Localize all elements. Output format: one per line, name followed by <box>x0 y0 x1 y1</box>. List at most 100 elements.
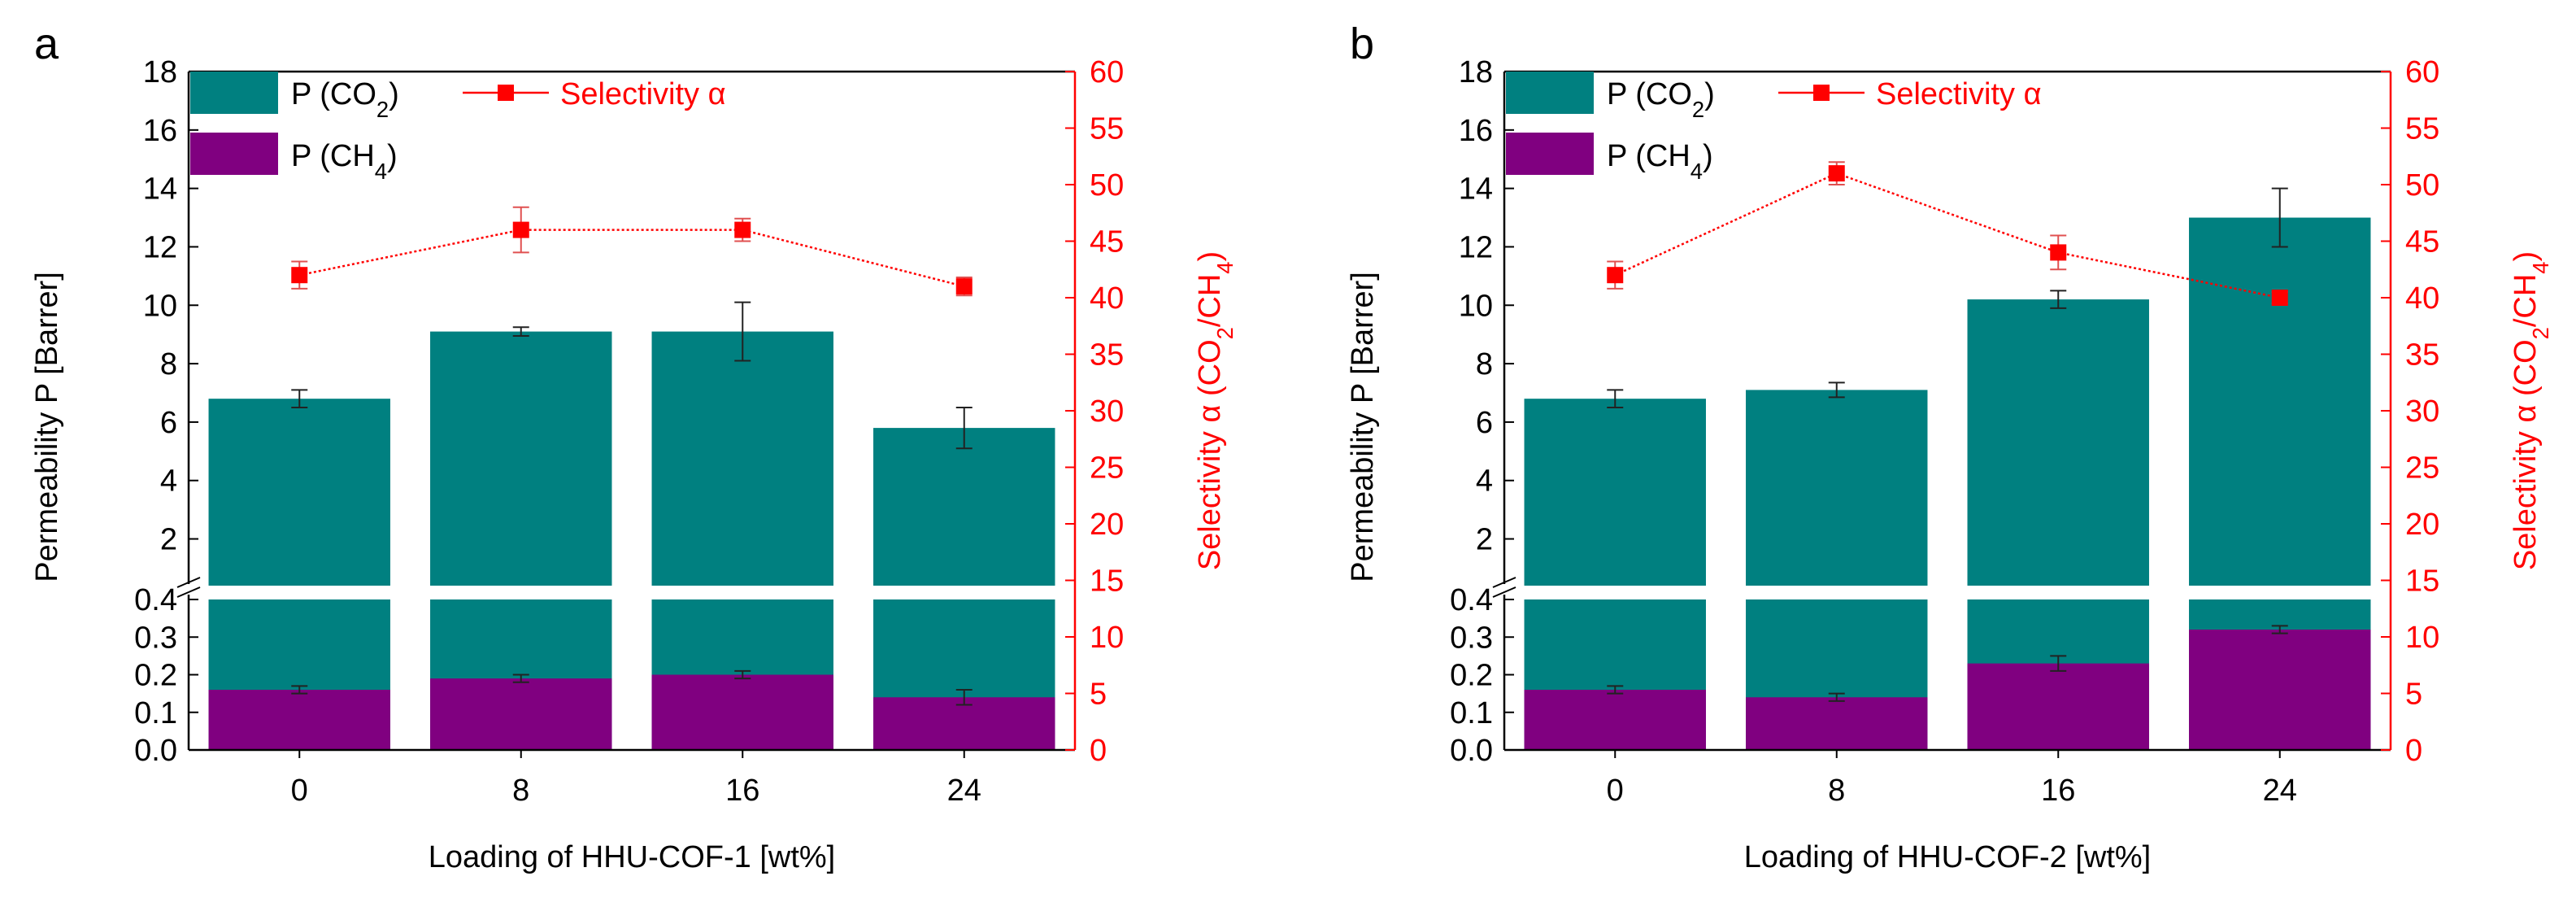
legend-label-selectivity: Selectivity α <box>1876 77 2042 111</box>
axis-break-gap <box>189 586 1074 599</box>
y2-tick-label: 30 <box>2405 395 2439 429</box>
y2-tick-label: 10 <box>2405 621 2439 655</box>
bar-ch4 <box>430 678 612 750</box>
y2-tick-label: 50 <box>1090 168 1124 203</box>
x-tick-label: 0 <box>291 774 308 808</box>
bar-co2-upper <box>651 331 833 586</box>
y2-tick-label: 60 <box>2405 55 2439 89</box>
axis-break-mark <box>1492 577 1516 588</box>
y-tick-label: 0.4 <box>134 583 177 617</box>
y-tick-label: 2 <box>160 523 177 557</box>
legend-swatch-co2 <box>1506 72 1594 114</box>
axis-break-mark <box>176 586 201 598</box>
y2-tick-label: 20 <box>2405 508 2439 542</box>
y2-tick-label: 35 <box>2405 338 2439 373</box>
axis-break-gap <box>1505 586 2390 599</box>
y2-tick-label: 45 <box>1090 225 1124 259</box>
y2-tick-label: 30 <box>1090 395 1124 429</box>
x-tick-label: 24 <box>947 774 981 808</box>
selectivity-point <box>291 267 308 284</box>
x-axis-title: Loading of HHU-COF-1 [wt%] <box>429 840 836 874</box>
bar-co2-upper <box>1967 299 2149 586</box>
selectivity-line <box>299 229 965 288</box>
y-axis-title: Permeability P [Barrer] <box>30 272 64 582</box>
legend-swatch-co2 <box>190 72 278 114</box>
selectivity-point <box>2050 244 2067 261</box>
y-tick-label: 0.2 <box>1450 659 1493 693</box>
y-tick-label: 4 <box>160 464 177 499</box>
legend-label-co2: P (CO2) <box>291 77 399 122</box>
y-tick-label: 18 <box>1459 55 1493 89</box>
y2-tick-label: 60 <box>1090 55 1124 89</box>
y-tick-label: 16 <box>143 114 177 148</box>
y2-tick-label: 15 <box>1090 565 1124 599</box>
y-tick-label: 0.3 <box>134 621 177 655</box>
y-tick-label: 0.2 <box>134 659 177 693</box>
panel-label: a <box>34 20 59 68</box>
y-tick-label: 6 <box>1476 406 1493 440</box>
y-tick-label: 0.3 <box>1450 621 1493 655</box>
selectivity-point <box>2271 290 2288 306</box>
bar-ch4 <box>1967 663 2149 750</box>
legend-marker-selectivity <box>1813 85 1830 101</box>
y2-tick-label: 25 <box>1090 451 1124 486</box>
y2-tick-label: 0 <box>2405 734 2422 768</box>
y2-tick-label: 10 <box>1090 621 1124 655</box>
chart-panel-a: a0.00.10.20.30.4246810121416180510152025… <box>30 20 1238 874</box>
legend-label-selectivity: Selectivity α <box>560 77 726 111</box>
y-tick-label: 18 <box>143 55 177 89</box>
legend-swatch-ch4 <box>190 133 278 175</box>
y-tick-label: 8 <box>1476 347 1493 381</box>
y2-tick-label: 20 <box>1090 508 1124 542</box>
bar-ch4 <box>208 690 390 750</box>
bar-ch4 <box>651 674 833 750</box>
y-tick-label: 0.1 <box>1450 696 1493 730</box>
y-tick-label: 4 <box>1476 464 1493 499</box>
y-tick-label: 0.1 <box>134 696 177 730</box>
x-tick-label: 0 <box>1607 774 1624 808</box>
y2-axis-title: Selectivity α (CO2/CH4) <box>2509 251 2553 570</box>
y2-tick-label: 25 <box>2405 451 2439 486</box>
bar-co2-upper <box>2189 217 2371 586</box>
y-tick-label: 14 <box>143 172 177 207</box>
y-tick-label: 0.0 <box>134 734 177 768</box>
y2-tick-label: 45 <box>2405 225 2439 259</box>
bar-ch4 <box>1746 697 1928 750</box>
selectivity-point <box>734 221 751 238</box>
y2-tick-label: 15 <box>2405 565 2439 599</box>
y2-tick-label: 55 <box>1090 112 1124 146</box>
x-tick-label: 16 <box>725 774 759 808</box>
legend-swatch-ch4 <box>1506 133 1594 175</box>
y-tick-label: 12 <box>1459 230 1493 264</box>
x-tick-label: 16 <box>2041 774 2075 808</box>
legend-label-co2: P (CO2) <box>1607 77 1715 122</box>
y-tick-label: 10 <box>1459 289 1493 323</box>
legend-label-ch4: P (CH4) <box>1607 139 1713 184</box>
legend-marker-selectivity <box>498 85 514 101</box>
y2-tick-label: 55 <box>2405 112 2439 146</box>
y2-tick-label: 5 <box>2405 678 2422 712</box>
bar-co2-upper <box>1524 399 1706 586</box>
y-tick-label: 6 <box>160 406 177 440</box>
y2-tick-label: 5 <box>1090 678 1107 712</box>
legend-label-ch4: P (CH4) <box>291 139 398 184</box>
bar-co2-upper <box>873 428 1055 586</box>
axis-break-mark <box>1492 586 1516 598</box>
bar-ch4 <box>1524 690 1706 750</box>
y2-axis-title: Selectivity α (CO2/CH4) <box>1193 251 1238 570</box>
x-axis-title: Loading of HHU-COF-2 [wt%] <box>1744 840 2152 874</box>
y2-tick-label: 0 <box>1090 734 1107 768</box>
x-tick-label: 8 <box>512 774 529 808</box>
bar-co2-upper <box>208 399 390 586</box>
panel-label: b <box>1350 20 1374 68</box>
bar-ch4 <box>2189 630 2371 750</box>
y2-tick-label: 50 <box>2405 168 2439 203</box>
y-tick-label: 0.4 <box>1450 583 1493 617</box>
selectivity-point <box>955 278 973 295</box>
selectivity-line <box>1614 172 2280 299</box>
selectivity-point <box>1828 165 1845 182</box>
y-tick-label: 14 <box>1459 172 1493 207</box>
y-tick-label: 8 <box>160 347 177 381</box>
y-axis-title: Permeability P [Barrer] <box>1346 272 1380 582</box>
